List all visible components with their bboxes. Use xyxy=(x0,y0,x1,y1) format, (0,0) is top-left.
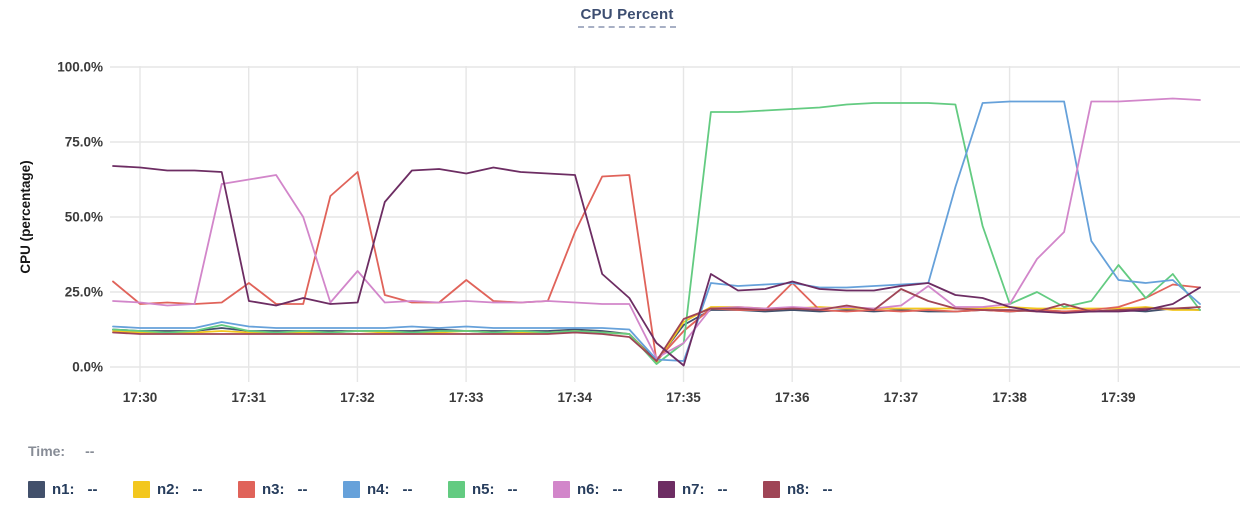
legend-label-n6: n6: xyxy=(577,481,600,498)
legend-item-n3[interactable]: n3: -- xyxy=(238,481,314,498)
time-value: -- xyxy=(85,443,95,459)
chart-title[interactable]: CPU Percent xyxy=(578,6,676,28)
legend-value-n2: -- xyxy=(192,481,203,498)
x-tick-label: 17:36 xyxy=(775,390,810,405)
x-tick-label: 17:39 xyxy=(1101,390,1136,405)
legend-label-n7: n7: xyxy=(682,481,705,498)
series-n5-line xyxy=(112,102,1201,365)
legend-label-n4: n4: xyxy=(367,481,390,498)
x-tick-label: 17:37 xyxy=(884,390,919,405)
legend-value-n3: -- xyxy=(297,481,308,498)
y-tick-label: 50.0% xyxy=(65,210,103,225)
legend-label-n5: n5: xyxy=(472,481,495,498)
legend-swatch-n8 xyxy=(763,481,780,498)
y-axis-title: CPU (percentage) xyxy=(18,160,33,273)
chart-title-row: CPU Percent xyxy=(0,6,1254,28)
cpu-chart-plot-area[interactable]: 17:30 17:31 17:32 17:33 17:34 17:35 17:36 17:37… xyxy=(0,0,1254,418)
legend-item-n6[interactable]: n6: -- xyxy=(553,481,629,498)
y-tick-label: 25.0% xyxy=(65,285,103,300)
legend-item-n4[interactable]: n4: -- xyxy=(343,481,419,498)
x-tick-label: 17:35 xyxy=(666,390,701,405)
legend-item-n2[interactable]: n2: -- xyxy=(133,481,209,498)
legend-swatch-n3 xyxy=(238,481,255,498)
hover-time-readout: Time: -- xyxy=(28,443,94,459)
legend-swatch-n6 xyxy=(553,481,570,498)
x-tick-label: 17:34 xyxy=(558,390,593,405)
legend-swatch-n4 xyxy=(343,481,360,498)
legend-value-n7: -- xyxy=(717,481,728,498)
x-tick-label: 17:32 xyxy=(340,390,375,405)
legend-value-n1: -- xyxy=(87,481,98,498)
series-n7-line xyxy=(112,165,1201,367)
series-n6-line xyxy=(112,97,1201,359)
time-label: Time: xyxy=(28,443,66,459)
series-n4-line xyxy=(112,100,1201,362)
legend-label-n3: n3: xyxy=(262,481,285,498)
y-tick-label: 75.0% xyxy=(65,135,103,150)
legend-item-n8[interactable]: n8: -- xyxy=(763,481,839,498)
legend-swatch-n7 xyxy=(658,481,675,498)
legend-item-n1[interactable]: n1: -- xyxy=(28,481,104,498)
legend-item-n5[interactable]: n5: -- xyxy=(448,481,524,498)
legend-value-n8: -- xyxy=(822,481,833,498)
x-tick-label: 17:38 xyxy=(992,390,1027,405)
legend-label-n8: n8: xyxy=(787,481,810,498)
series-n2-line xyxy=(112,306,1201,364)
x-tick-label: 17:33 xyxy=(449,390,484,405)
y-tick-label: 0.0% xyxy=(72,360,103,375)
legend-label-n1: n1: xyxy=(52,481,75,498)
legend-swatch-n2 xyxy=(133,481,150,498)
legend-swatch-n5 xyxy=(448,481,465,498)
series-legend: n1: -- n2: -- n3: -- n4: -- n5: -- n6: -- n7: -- n8: -- xyxy=(28,481,868,498)
y-tick-label: 100.0% xyxy=(57,60,103,75)
legend-item-n7[interactable]: n7: -- xyxy=(658,481,734,498)
legend-value-n5: -- xyxy=(507,481,518,498)
legend-label-n2: n2: xyxy=(157,481,180,498)
series-n8-line xyxy=(112,288,1201,362)
x-tick-label: 17:30 xyxy=(123,390,158,405)
x-tick-label: 17:31 xyxy=(231,390,266,405)
legend-value-n6: -- xyxy=(612,481,623,498)
legend-swatch-n1 xyxy=(28,481,45,498)
legend-value-n4: -- xyxy=(402,481,413,498)
